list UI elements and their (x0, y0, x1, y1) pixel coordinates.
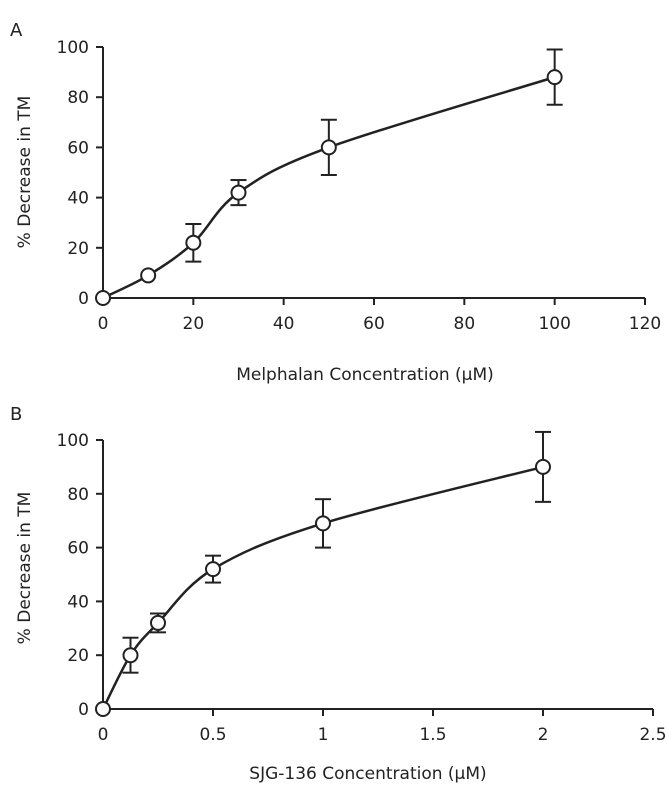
panel-b-x-tick-label: 1 (318, 725, 329, 745)
panel-a-y-tick-label: 0 (78, 289, 89, 309)
panel-b-y-tick-label: 20 (67, 646, 89, 666)
panel-b-x-axis-label: SJG-136 Concentration (μM) (249, 764, 486, 784)
panel-a-y-tick-label: 20 (67, 239, 89, 259)
panel-a-y-axis-label: % Decrease in TM (15, 96, 35, 249)
panel-a-data-point (320, 139, 337, 156)
panel-a-data-point (185, 234, 202, 251)
panel-b-data-point (122, 647, 139, 664)
panel-b-y-tick-label: 100 (57, 431, 89, 451)
panel-a-y-tick-label: 40 (67, 189, 89, 209)
panel-b-y-tick-label: 80 (67, 485, 89, 505)
panel-a-x-tick-label: 0 (98, 314, 109, 334)
panel-a-x-tick-label: 120 (629, 314, 661, 334)
panel-a-data-point (140, 267, 157, 284)
panel-a-y-tick-label: 80 (67, 88, 89, 108)
panel-a-y-tick-label: 100 (57, 38, 89, 58)
panel-b-label: B (10, 404, 22, 425)
panel-a-x-tick-label: 60 (363, 314, 385, 334)
panel-b: B SJG-136 Concentration (μM) % Decrease … (10, 404, 667, 784)
panel-b-x-tick-label: 0.5 (199, 725, 226, 745)
panel-a-data-point (546, 69, 563, 86)
panel-a-x-tick-label: 40 (273, 314, 295, 334)
panel-b-x-tick-label: 2 (538, 725, 549, 745)
panel-a-label: A (10, 20, 23, 41)
panel-b-x-tick-label: 1.5 (419, 725, 446, 745)
panel-b-x-tick-label: 0 (98, 725, 109, 745)
panel-a-series-line (102, 75, 556, 300)
panel-b-data-point (150, 614, 166, 631)
panel-a-x-axis-label: Melphalan Concentration (μM) (236, 365, 494, 385)
panel-b-y-axis-label: % Decrease in TM (15, 492, 35, 645)
panel-a-data-point (95, 290, 111, 306)
panel-a: A Melphalan Concentration (μM) % Decreas… (10, 20, 661, 385)
panel-a-y-tick-label: 60 (67, 138, 89, 158)
panel-b-data-point (95, 701, 111, 717)
panel-a-data-point (230, 184, 247, 201)
panel-b-data-point (535, 458, 551, 475)
panel-b-x-tick-label: 2.5 (639, 725, 666, 745)
panel-b-y-tick-label: 60 (67, 539, 89, 559)
panel-b-data-point (205, 561, 221, 578)
panel-b-data-point (315, 515, 331, 532)
panel-a-x-tick-label: 100 (538, 314, 570, 334)
panel-b-y-tick-label: 0 (78, 700, 89, 720)
panel-a-x-tick-label: 20 (183, 314, 205, 334)
panel-a-x-tick-label: 80 (454, 314, 476, 334)
panel-b-y-tick-label: 40 (67, 592, 89, 612)
